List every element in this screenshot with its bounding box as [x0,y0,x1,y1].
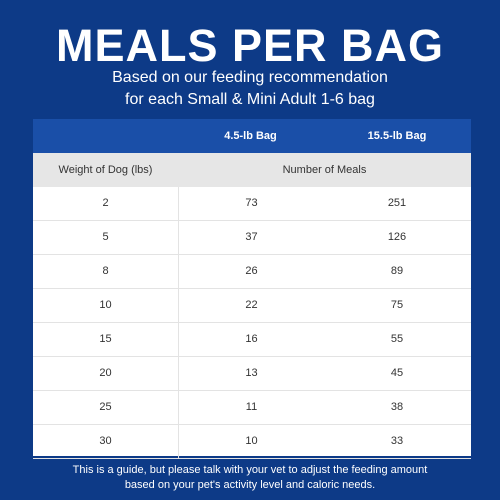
table-row: 30 10 33 [33,425,471,459]
weight-cell: 20 [99,367,112,379]
meals-small-bag-cell: 37 [178,221,324,254]
meals-large-bag-cell: 251 [387,197,407,209]
meals-small-bag-cell: 26 [178,255,324,288]
weight-cell: 5 [102,231,109,243]
meals-large-bag-cell: 126 [387,231,407,243]
weight-cell: 25 [99,401,112,413]
weight-cell: 8 [102,265,109,277]
meals-small-bag-cell: 22 [178,289,324,322]
weight-cell: 2 [102,197,109,209]
weight-cell: 30 [99,435,112,447]
meals-large-bag-cell: 55 [390,333,404,345]
footnote-line-1: This is a guide, but please talk with yo… [72,464,428,476]
weight-header: Weight of Dog (lbs) [58,164,153,176]
meals-header: Number of Meals [282,164,367,176]
subtitle-line-1: Based on our feeding recommendation [112,69,388,86]
table-row: 5 37 126 [33,221,471,255]
meals-large-bag-cell: 33 [390,435,404,447]
meals-small-bag-cell: 73 [178,187,324,220]
weight-cell: 15 [99,333,112,345]
meals-large-bag-cell: 45 [390,367,404,379]
footnote: This is a guide, but please talk with yo… [0,463,500,493]
table-row: 2 73 251 [33,187,471,221]
meals-large-bag-cell: 38 [390,401,404,413]
table-row: 25 11 38 [33,391,471,425]
table-row: 15 16 55 [33,323,471,357]
page-subtitle: Based on our feeding recommendation for … [0,67,500,111]
meals-large-bag-cell: 89 [390,265,404,277]
table-header-row: 4.5-lb Bag 15.5-lb Bag [33,119,471,153]
table-row: 10 22 75 [33,289,471,323]
table-row: 20 13 45 [33,357,471,391]
table-body: 2 73 251 5 37 126 8 26 89 10 22 75 15 16 55 20 13 45 25 11 3… [33,187,471,459]
meals-small-bag-cell: 13 [178,357,324,390]
table-subheader-row: Weight of Dog (lbs) Number of Meals [33,153,471,187]
footnote-line-2: based on your pet's activity level and c… [124,479,376,491]
page-title: MEALS PER BAG [55,20,445,71]
weight-cell: 10 [99,299,112,311]
meals-large-bag-cell: 75 [390,299,404,311]
bag-header-small: 4.5-lb Bag [224,130,277,142]
table-row: 8 26 89 [33,255,471,289]
subtitle-line-2: for each Small & Mini Adult 1-6 bag [125,91,375,108]
meals-small-bag-cell: 16 [178,323,324,356]
meals-table: 4.5-lb Bag 15.5-lb Bag Weight of Dog (lb… [33,119,471,459]
meals-small-bag-cell: 11 [178,391,324,424]
bag-header-large: 15.5-lb Bag [367,130,427,142]
meals-small-bag-cell: 10 [178,425,324,458]
